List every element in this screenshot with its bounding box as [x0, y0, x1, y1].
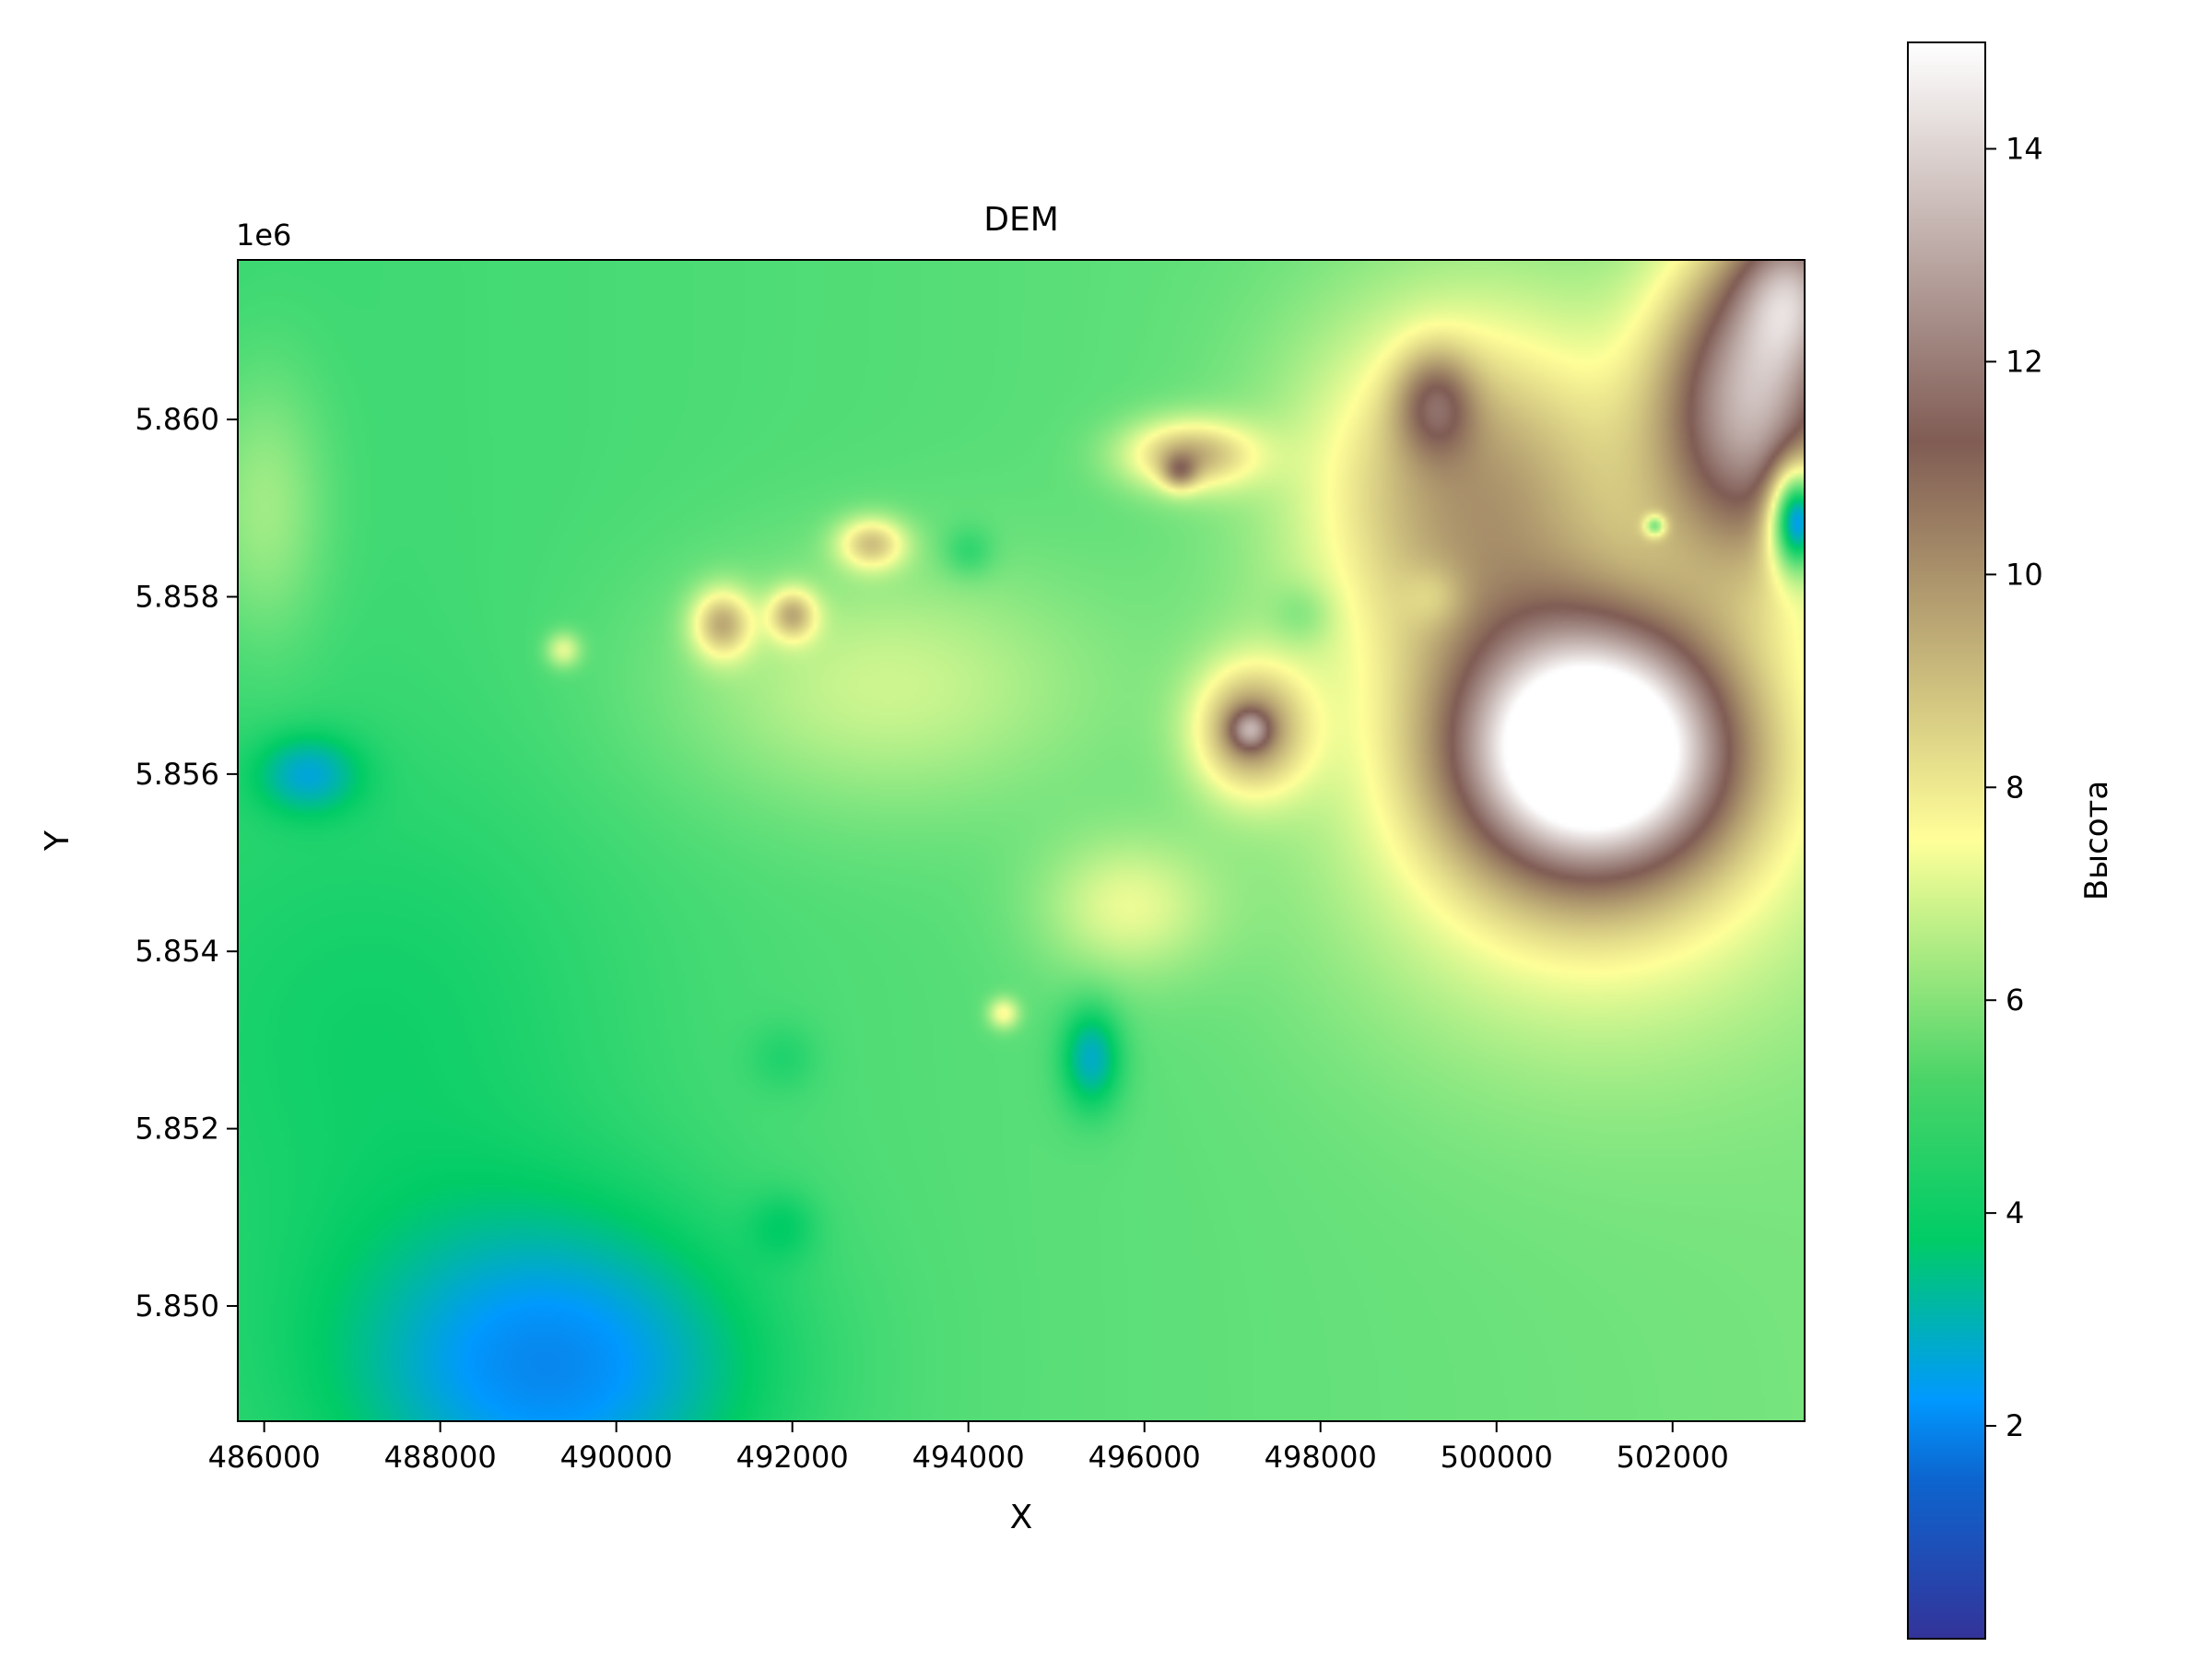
- colorbar-tick-label: 8: [2006, 770, 2024, 805]
- x-axis-label: X: [1010, 1499, 1033, 1536]
- colorbar-tick-label: 4: [2006, 1195, 2024, 1230]
- x-tick-label: 500000: [1441, 1440, 1553, 1475]
- y-tick-label: 5.850: [135, 1288, 219, 1324]
- x-tick-label: 492000: [736, 1440, 849, 1475]
- colorbar-ticks: 2 4 6 8 10 12 14: [1985, 131, 2043, 1443]
- x-tick-label: 494000: [912, 1440, 1025, 1475]
- x-axis: 486000 488000 490000 492000 494000 496000 4980…: [208, 1421, 1729, 1475]
- colorbar-label: Высота: [2078, 781, 2115, 900]
- x-tick-label: 488000: [384, 1440, 497, 1475]
- y-tick-label: 5.858: [135, 579, 219, 614]
- elevation-heatmap: [238, 260, 1805, 1421]
- y-tick-label: 5.852: [135, 1112, 219, 1147]
- colorbar-tick-label: 10: [2006, 557, 2043, 592]
- colorbar-tick-label: 14: [2006, 131, 2043, 166]
- x-tick-label: 502000: [1617, 1440, 1729, 1475]
- colorbar-tick-label: 6: [2006, 982, 2024, 1018]
- x-tick-label: 486000: [208, 1440, 321, 1475]
- chart-title: DEM: [983, 201, 1059, 239]
- y-tick-label: 5.860: [135, 402, 219, 437]
- heatmap-plot-area: [237, 259, 1806, 1422]
- plot-frame: [237, 259, 1806, 1422]
- y-tick-label: 5.856: [135, 757, 219, 792]
- colorbar-gradient: [1907, 41, 1986, 1640]
- colorbar: 2 4 6 8 10 12 14 Высота: [1907, 41, 2115, 1640]
- y-tick-label: 5.854: [135, 934, 219, 969]
- x-tick-label: 498000: [1265, 1440, 1377, 1475]
- colorbar-tick-label: 2: [2006, 1408, 2024, 1443]
- x-tick-label: 496000: [1088, 1440, 1201, 1475]
- y-offset-text: 1e6: [236, 218, 291, 253]
- colorbar-tick-label: 12: [2006, 344, 2043, 379]
- y-axis-label: Y: [39, 830, 76, 852]
- y-axis: 5.850 5.852 5.854 5.856 5.858 5.860: [135, 402, 238, 1324]
- x-tick-label: 490000: [560, 1440, 673, 1475]
